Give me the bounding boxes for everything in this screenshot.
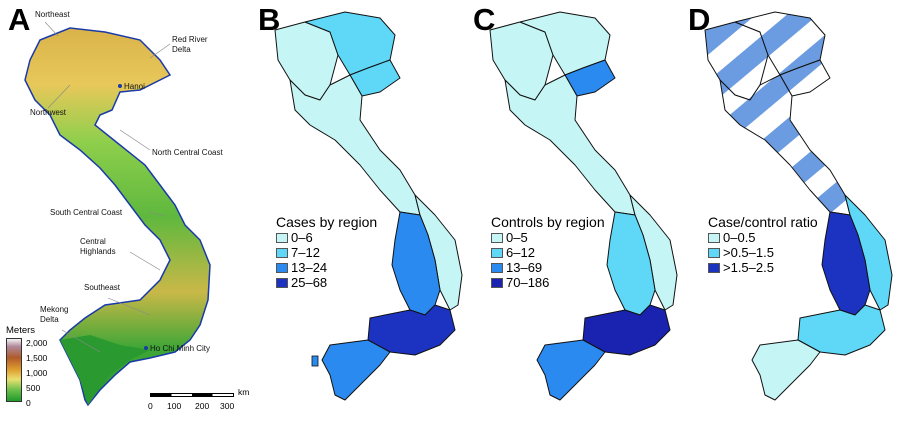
scale-unit: km	[238, 387, 250, 397]
legend-item: 13–69	[491, 260, 605, 275]
hanoi-marker	[118, 84, 122, 88]
legend-label: 70–186	[506, 275, 550, 290]
legend-title: Cases by region	[276, 214, 378, 230]
legend-label: 25–68	[291, 275, 328, 290]
scale-tick: 0	[148, 401, 153, 411]
legend-item: 25–68	[276, 275, 377, 290]
legend-swatch	[491, 247, 503, 258]
elevation-tick: 500	[26, 383, 41, 393]
scale-tick: 300	[220, 401, 235, 411]
region-label-southeast: Southeast	[84, 283, 121, 292]
elevation-tick: 1,500	[26, 353, 48, 363]
legend-swatch	[708, 262, 720, 273]
region-mekong-delta	[321, 339, 391, 401]
legend-swatch	[708, 232, 720, 243]
scale-tick: 100	[167, 401, 182, 411]
region-label-south-central-coast: South Central Coast	[50, 208, 123, 217]
legend-item: >0.5–1.5	[708, 245, 818, 260]
region-mekong-delta	[536, 339, 606, 401]
legend-label: >0.5–1.5	[723, 245, 774, 260]
legend-title: Case/control ratio	[708, 214, 818, 230]
controls-legend: Controls by region 0–5 6–12 13–69 70–186	[491, 214, 605, 290]
legend-swatch	[708, 247, 720, 258]
elevation-legend: Meters 2,000 1,500 1,000 500 0	[6, 325, 47, 408]
legend-item: 7–12	[276, 245, 377, 260]
legend-item: 6–12	[491, 245, 605, 260]
region-north-central-coast	[504, 74, 636, 216]
panel-a-topographic-map: A Northeast Red River Delta Hanoi Northw…	[0, 0, 250, 431]
controls-choropleth	[489, 11, 678, 401]
region-label-central-highlands: Central Highlands	[80, 237, 116, 256]
mekong-delta-fill	[60, 335, 150, 405]
region-mekong-delta	[751, 339, 821, 401]
scale-tick: 200	[195, 401, 210, 411]
legend-swatch	[276, 262, 288, 273]
legend-label: 6–12	[506, 245, 535, 260]
island-marker	[311, 355, 319, 367]
panel-d-ratio-map: D Case/control ratio 0–0.5 >0.5–1.5 >1.5…	[680, 0, 900, 431]
elevation-tick: 0	[26, 398, 31, 408]
scale-bar-graphic	[150, 393, 234, 397]
legend-item: 70–186	[491, 275, 605, 290]
city-label-hanoi: Hanoi	[124, 82, 145, 91]
elevation-color-bar	[6, 338, 22, 402]
panel-letter: A	[8, 2, 31, 37]
region-label-northwest: Northwest	[30, 108, 67, 117]
region-label-north-central-coast: North Central Coast	[152, 148, 223, 157]
region-label-northeast: Northeast	[35, 10, 70, 19]
legend-label: 0–5	[506, 230, 528, 245]
legend-item: 0–5	[491, 230, 605, 245]
terrain-map	[24, 21, 211, 407]
leader-lines	[44, 21, 171, 353]
city-label-ho-chi-minh-city: Ho Chi Minh City	[150, 344, 211, 353]
legend-swatch	[276, 232, 288, 243]
legend-swatch	[276, 247, 288, 258]
legend-item: 0–0.5	[708, 230, 818, 245]
panel-c-controls-map: C Controls by region 0–5 6–12 13–69 70–1…	[465, 0, 680, 431]
elevation-tick: 1,000	[26, 368, 48, 378]
legend-item: 13–24	[276, 260, 377, 275]
panel-letter: D	[688, 2, 711, 37]
ratio-choropleth	[704, 11, 893, 401]
ratio-legend: Case/control ratio 0–0.5 >0.5–1.5 >1.5–2…	[708, 214, 818, 275]
legend-swatch	[491, 232, 503, 243]
region-north-central-coast	[289, 74, 421, 216]
region-label-mekong-delta: Mekong Delta	[40, 305, 69, 324]
legend-swatch	[491, 262, 503, 273]
legend-label: 7–12	[291, 245, 320, 260]
elevation-legend-title: Meters	[6, 325, 36, 336]
legend-title: Controls by region	[491, 214, 605, 230]
cases-legend: Cases by region 0–6 7–12 13–24 25–68	[276, 214, 377, 290]
hcmc-marker	[144, 346, 148, 350]
legend-label: 0–0.5	[723, 230, 756, 245]
panel-letter: B	[258, 2, 281, 37]
region-north-central-coast	[719, 74, 851, 216]
legend-label: 0–6	[291, 230, 313, 245]
legend-label: 13–24	[291, 260, 328, 275]
panel-b-cases-map: B Cases by region 0–6 7–12 13–24 25–68	[250, 0, 465, 431]
cases-choropleth	[274, 11, 463, 401]
legend-swatch	[276, 277, 288, 288]
legend-label: >1.5–2.5	[723, 260, 774, 275]
legend-item: >1.5–2.5	[708, 260, 818, 275]
region-label-red-river-delta: Red River Delta	[172, 35, 208, 54]
vietnam-terrain-shape	[24, 27, 211, 407]
legend-item: 0–6	[276, 230, 377, 245]
legend-label: 13–69	[506, 260, 543, 275]
elevation-tick: 2,000	[26, 338, 48, 348]
legend-swatch	[491, 277, 503, 288]
panel-letter: C	[473, 2, 496, 37]
